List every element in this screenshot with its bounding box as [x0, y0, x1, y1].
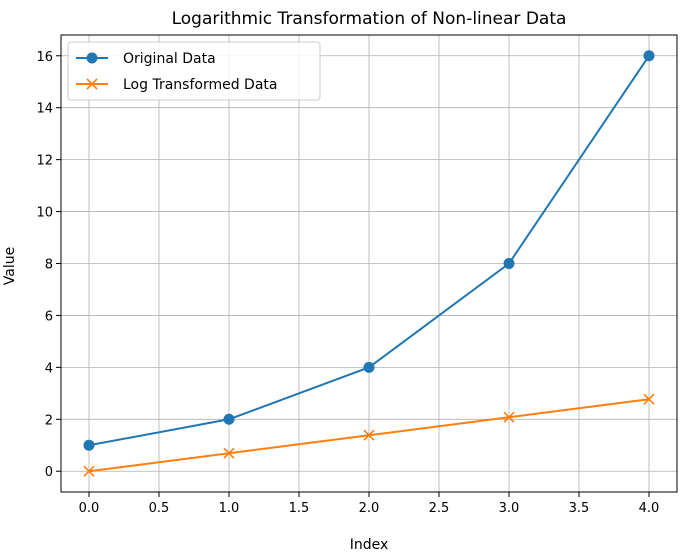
grid [61, 35, 677, 492]
y-axis-label: Value [2, 247, 18, 285]
y-tick-label: 16 [36, 50, 53, 65]
data-point-circle [83, 439, 95, 451]
x-tick-label: 4.0 [639, 501, 660, 516]
legend-label: Original Data [123, 51, 216, 67]
legend: Original Data Log Transformed Data [67, 41, 321, 101]
ticks: 0.0 0.5 1.0 1.5 2.0 2.5 3.0 3.5 4.0 0 2 4 6 8 10 12 14 16 [36, 50, 659, 516]
y-tick-label: 8 [45, 258, 53, 273]
data-point-circle [643, 50, 655, 62]
data-point-x [86, 78, 98, 90]
data-point-circle [86, 52, 98, 64]
series-1 [83, 393, 655, 477]
data-point-x [363, 429, 375, 441]
x-tick-label: 0.0 [79, 501, 100, 516]
data-point-circle [363, 361, 375, 373]
x-tick-label: 1.0 [219, 501, 240, 516]
data-point-x [503, 411, 515, 423]
y-tick-label: 0 [45, 465, 53, 480]
data-point-circle [223, 413, 235, 425]
x-tick-label: 1.5 [289, 501, 310, 516]
legend-item: Log Transformed Data [76, 77, 277, 93]
data-point-circle [503, 258, 515, 269]
data-point-x [643, 393, 655, 405]
y-tick-label: 12 [36, 154, 53, 169]
series-layer [83, 50, 655, 477]
legend-item: Original Data [76, 51, 216, 67]
x-axis-label: Index [350, 537, 389, 553]
x-tick-label: 2.0 [359, 501, 380, 516]
data-point-x [223, 447, 235, 459]
legend-label: Log Transformed Data [123, 77, 277, 93]
series-0 [83, 50, 655, 451]
x-tick-label: 0.5 [149, 501, 170, 516]
y-tick-label: 6 [45, 309, 53, 324]
y-tick-label: 4 [45, 361, 53, 376]
data-point-x [83, 465, 95, 477]
y-tick-label: 14 [36, 102, 53, 117]
x-tick-label: 2.5 [429, 501, 450, 516]
x-tick-label: 3.5 [569, 501, 590, 516]
y-tick-label: 10 [36, 206, 53, 221]
chart-title: Logarithmic Transformation of Non-linear… [172, 9, 567, 29]
x-tick-label: 3.0 [499, 501, 520, 516]
legend-box [67, 41, 321, 101]
y-tick-label: 2 [45, 413, 53, 428]
